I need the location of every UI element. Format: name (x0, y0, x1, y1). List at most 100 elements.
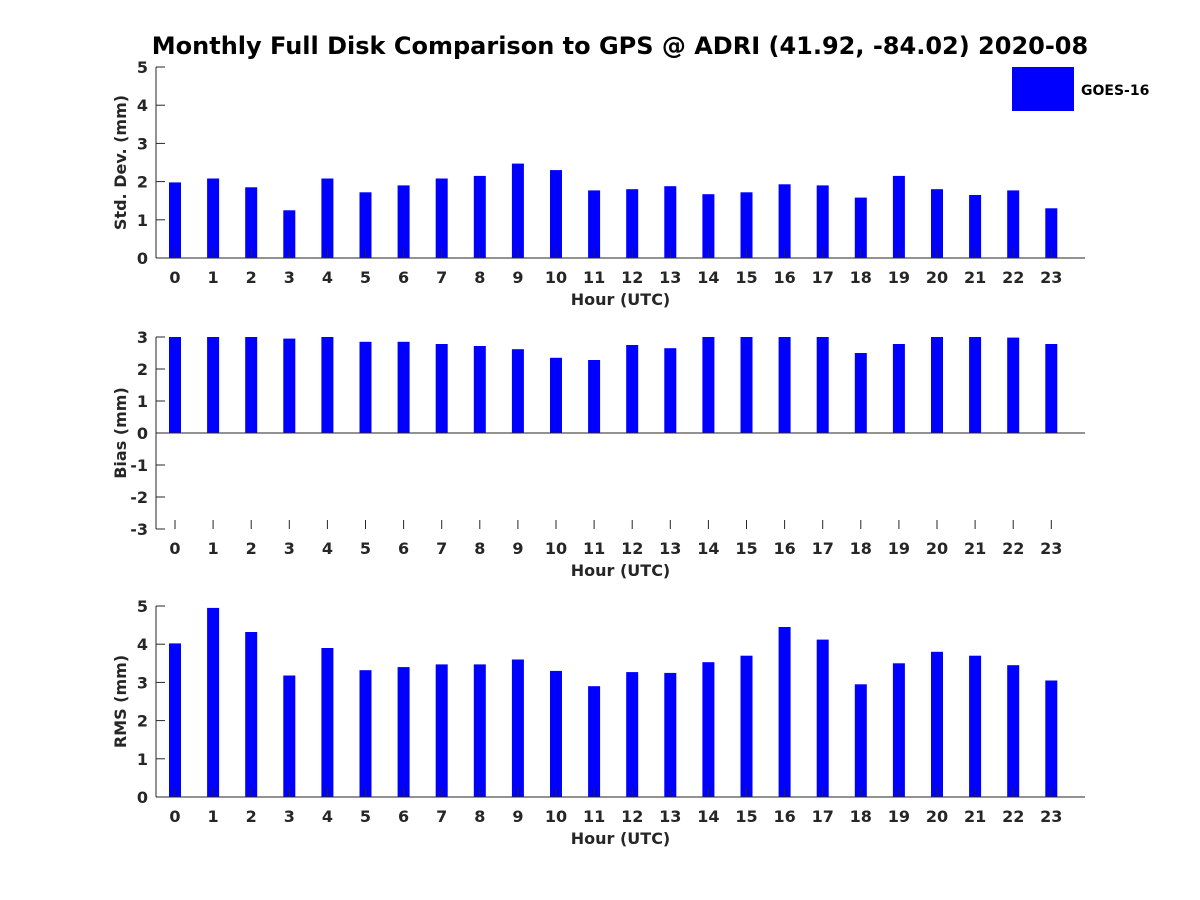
y-tick-label: 0 (137, 249, 148, 268)
x-tick-label: 17 (812, 539, 834, 558)
y-tick-label: 0 (137, 424, 148, 443)
bar-rms-hour-18 (854, 684, 867, 797)
bar-stddev-hour-17 (816, 185, 829, 258)
bar-bias-hour-7 (435, 344, 448, 433)
bar-stddev-hour-22 (1007, 190, 1020, 258)
y-tick-label: 3 (137, 328, 148, 347)
x-tick-label: 0 (169, 539, 180, 558)
bar-rms-hour-19 (892, 663, 905, 797)
bar-stddev-hour-4 (321, 178, 334, 258)
bar-stddev-hour-13 (664, 186, 677, 258)
x-tick-label: 22 (1002, 539, 1024, 558)
legend-label: GOES-16 (1081, 83, 1149, 99)
bar-rms-hour-17 (816, 639, 829, 797)
bar-bias-hour-4 (321, 337, 334, 433)
bar-bias-hour-0 (169, 337, 181, 433)
x-tick-label: 16 (773, 268, 795, 287)
x-tick-label: 22 (1002, 268, 1024, 287)
bar-rms-hour-0 (169, 643, 181, 797)
bar-rms-hour-20 (931, 651, 943, 797)
y-axis-label: Bias (mm) (111, 387, 130, 479)
y-tick-label: 0 (137, 788, 148, 807)
x-tick-label: 21 (964, 807, 986, 826)
bar-rms-hour-13 (664, 672, 677, 797)
bar-bias-hour-5 (359, 341, 372, 433)
x-tick-label: 4 (322, 268, 333, 287)
x-tick-label: 4 (322, 539, 333, 558)
x-tick-label: 20 (926, 539, 948, 558)
x-tick-label: 5 (360, 268, 371, 287)
bar-bias-hour-12 (626, 345, 639, 433)
x-tick-label: 23 (1040, 807, 1062, 826)
bar-bias-hour-23 (1045, 344, 1058, 433)
legend: GOES-16 (1012, 67, 1149, 111)
x-tick-label: 21 (964, 268, 986, 287)
bar-stddev-hour-20 (931, 189, 943, 258)
x-tick-label: 7 (436, 807, 447, 826)
bar-bias-hour-9 (511, 349, 524, 433)
x-tick-label: 14 (697, 268, 719, 287)
y-tick-label: 3 (137, 134, 148, 153)
bar-rms-hour-22 (1007, 665, 1020, 797)
bar-stddev-hour-16 (778, 184, 791, 258)
x-tick-label: 13 (659, 268, 681, 287)
bar-bias-hour-13 (664, 348, 677, 433)
bar-rms-hour-10 (550, 670, 562, 797)
y-axis-label: RMS (mm) (111, 655, 130, 748)
bar-rms-hour-6 (397, 667, 410, 797)
x-tick-label: 0 (169, 268, 180, 287)
x-tick-label: 0 (169, 807, 180, 826)
x-tick-label: 22 (1002, 807, 1024, 826)
y-tick-label: 3 (137, 673, 148, 692)
y-tick-label: 4 (137, 96, 148, 115)
x-tick-label: 15 (735, 807, 757, 826)
x-tick-label: 6 (398, 268, 409, 287)
bar-stddev-hour-5 (359, 192, 372, 258)
y-tick-label: 2 (137, 712, 148, 731)
bar-rms-hour-2 (245, 632, 258, 797)
x-tick-label: 19 (888, 539, 910, 558)
bar-stddev-hour-0 (169, 182, 181, 258)
bar-bias-hour-11 (588, 360, 601, 433)
y-tick-label: 2 (137, 173, 148, 192)
x-tick-label: 6 (398, 807, 409, 826)
x-tick-label: 9 (512, 539, 523, 558)
x-tick-label: 18 (850, 268, 872, 287)
x-tick-label: 13 (659, 807, 681, 826)
bar-stddev-hour-7 (435, 178, 448, 258)
x-tick-label: 11 (583, 807, 605, 826)
bar-rms-hour-11 (588, 686, 601, 797)
x-tick-label: 6 (398, 539, 409, 558)
bar-rms-hour-16 (778, 627, 791, 797)
y-tick-label: -3 (130, 520, 148, 539)
bar-rms-hour-4 (321, 648, 334, 797)
bar-stddev-hour-6 (397, 185, 410, 258)
bar-stddev-hour-14 (702, 194, 715, 258)
y-tick-label: 4 (137, 635, 148, 654)
x-tick-label: 10 (545, 268, 567, 287)
chart-title: Monthly Full Disk Comparison to GPS @ AD… (152, 32, 1088, 60)
x-tick-label: 2 (246, 539, 257, 558)
bar-bias-hour-10 (550, 357, 562, 433)
x-tick-label: 20 (926, 268, 948, 287)
x-tick-label: 9 (512, 268, 523, 287)
x-tick-label: 16 (773, 807, 795, 826)
bar-stddev-hour-11 (588, 190, 601, 258)
bar-rms-hour-8 (473, 664, 486, 797)
bar-bias-hour-8 (473, 346, 486, 433)
x-tick-label: 18 (850, 807, 872, 826)
x-tick-label: 23 (1040, 268, 1062, 287)
bar-bias-hour-6 (397, 341, 410, 433)
bar-bias-hour-15 (740, 337, 753, 433)
y-tick-label: 5 (137, 58, 148, 77)
bar-stddev-hour-15 (740, 192, 753, 258)
y-tick-label: 1 (137, 392, 148, 411)
x-tick-label: 7 (436, 268, 447, 287)
x-tick-label: 12 (621, 539, 643, 558)
bar-bias-hour-21 (969, 337, 982, 433)
bar-bias-hour-14 (702, 337, 715, 433)
